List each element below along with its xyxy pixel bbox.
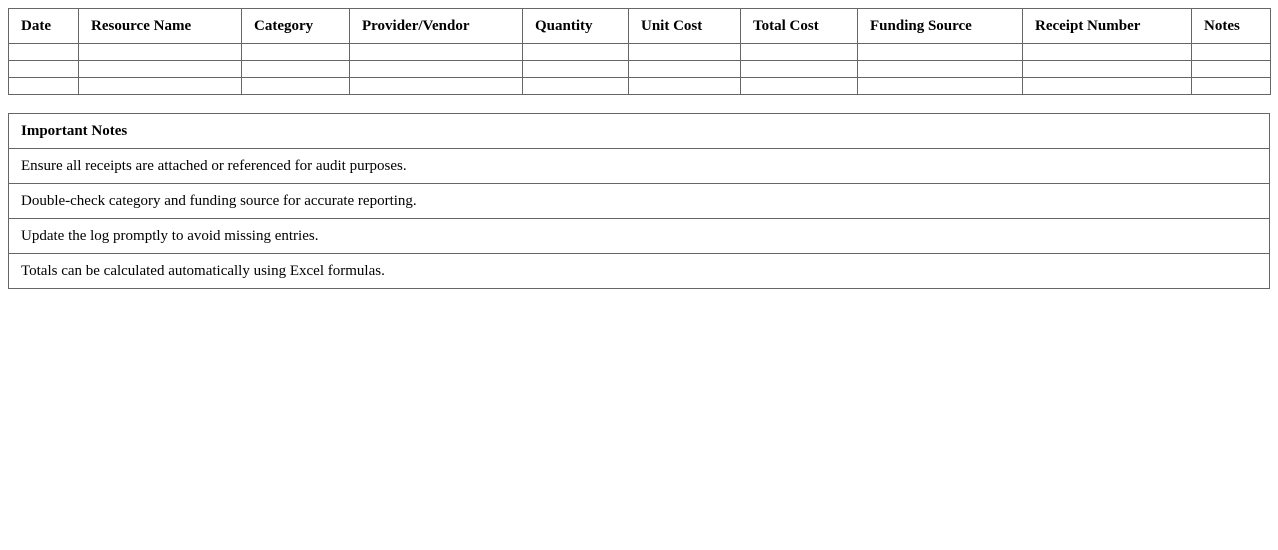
table-cell[interactable] xyxy=(8,43,79,61)
column-header-resource-name: Resource Name xyxy=(78,8,242,44)
column-header-date: Date xyxy=(8,8,79,44)
notes-title: Important Notes xyxy=(8,113,1270,149)
table-cell[interactable] xyxy=(628,43,741,61)
note-item: Double-check category and funding source… xyxy=(8,183,1270,219)
table-cell[interactable] xyxy=(78,43,242,61)
resource-log-table: Date Resource Name Category Provider/Ven… xyxy=(8,8,1271,95)
table-cell[interactable] xyxy=(522,77,629,95)
table-row xyxy=(8,60,1271,78)
column-header-unit-cost: Unit Cost xyxy=(628,8,741,44)
column-header-provider-vendor: Provider/Vendor xyxy=(349,8,523,44)
table-cell[interactable] xyxy=(857,60,1023,78)
header-row: Date Resource Name Category Provider/Ven… xyxy=(8,8,1271,44)
table-cell[interactable] xyxy=(522,60,629,78)
important-notes-table: Important Notes Ensure all receipts are … xyxy=(8,113,1270,289)
table-cell[interactable] xyxy=(628,77,741,95)
table-cell[interactable] xyxy=(857,43,1023,61)
table-cell[interactable] xyxy=(628,60,741,78)
table-row xyxy=(8,77,1271,95)
table-cell[interactable] xyxy=(740,77,858,95)
note-item: Totals can be calculated automatically u… xyxy=(8,253,1270,289)
table-cell[interactable] xyxy=(241,77,350,95)
table-cell[interactable] xyxy=(78,77,242,95)
table-cell[interactable] xyxy=(8,77,79,95)
note-item: Update the log promptly to avoid missing… xyxy=(8,218,1270,254)
table-cell[interactable] xyxy=(78,60,242,78)
table-cell[interactable] xyxy=(349,43,523,61)
table-cell[interactable] xyxy=(1022,77,1192,95)
column-header-category: Category xyxy=(241,8,350,44)
table-cell[interactable] xyxy=(740,43,858,61)
column-header-funding-source: Funding Source xyxy=(857,8,1023,44)
column-header-total-cost: Total Cost xyxy=(740,8,858,44)
note-item: Ensure all receipts are attached or refe… xyxy=(8,148,1270,184)
table-cell[interactable] xyxy=(8,60,79,78)
column-header-quantity: Quantity xyxy=(522,8,629,44)
column-header-receipt-number: Receipt Number xyxy=(1022,8,1192,44)
table-cell[interactable] xyxy=(522,43,629,61)
table-cell[interactable] xyxy=(1191,77,1271,95)
table-cell[interactable] xyxy=(1191,60,1271,78)
table-cell[interactable] xyxy=(1191,43,1271,61)
column-header-notes: Notes xyxy=(1191,8,1271,44)
table-row xyxy=(8,43,1271,61)
table-cell[interactable] xyxy=(1022,43,1192,61)
table-cell[interactable] xyxy=(740,60,858,78)
table-cell[interactable] xyxy=(349,60,523,78)
table-cell[interactable] xyxy=(857,77,1023,95)
table-cell[interactable] xyxy=(349,77,523,95)
table-cell[interactable] xyxy=(1022,60,1192,78)
table-cell[interactable] xyxy=(241,43,350,61)
table-cell[interactable] xyxy=(241,60,350,78)
